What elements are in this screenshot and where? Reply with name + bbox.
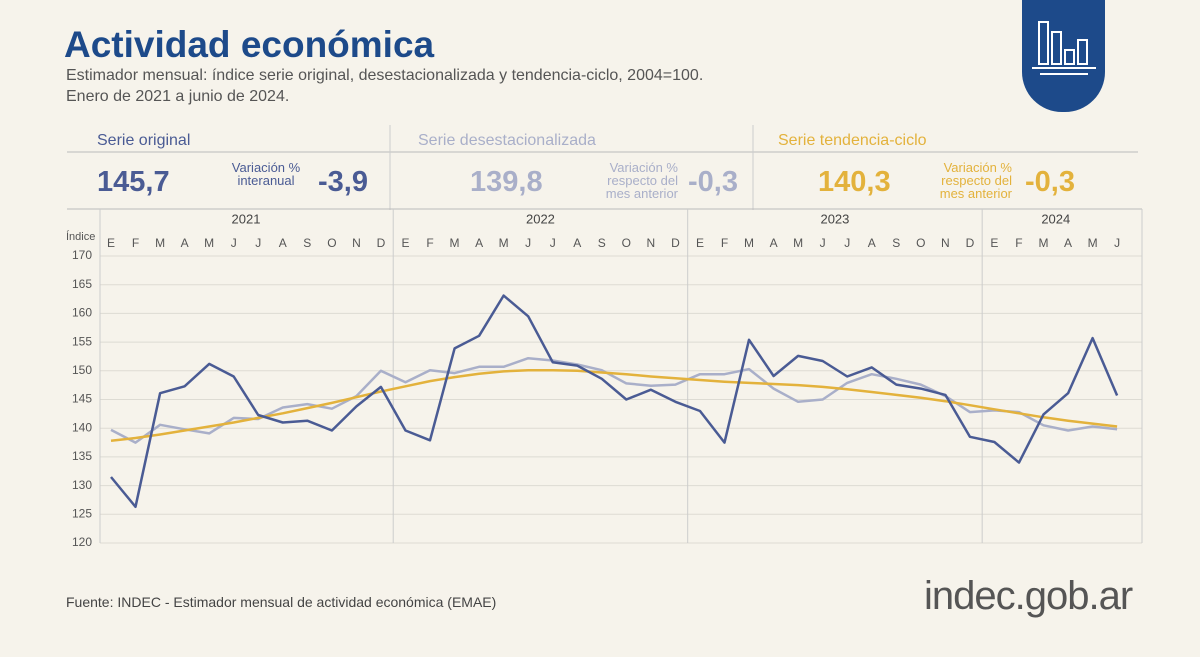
x-tick-label: M <box>744 236 754 250</box>
y-tick-label: 130 <box>72 478 92 492</box>
x-tick-label: E <box>401 236 409 250</box>
x-tick-label: O <box>327 236 336 250</box>
y-tick-label: 165 <box>72 277 92 291</box>
x-tick-label: A <box>770 236 778 250</box>
x-tick-label: J <box>231 236 237 250</box>
x-tick-label: E <box>990 236 998 250</box>
x-tick-label: J <box>820 236 826 250</box>
x-tick-label: O <box>622 236 631 250</box>
y-tick-label: 150 <box>72 363 92 377</box>
x-tick-label: D <box>671 236 680 250</box>
x-tick-label: N <box>352 236 361 250</box>
year-label: 2022 <box>526 211 555 226</box>
summary-name: Serie tendencia-ciclo <box>778 132 927 149</box>
summary-value: 139,8 <box>470 166 543 198</box>
y-axis-label: Índice <box>66 230 95 243</box>
x-tick-label: A <box>279 236 287 250</box>
subtitle: Enero de 2021 a junio de 2024. <box>66 88 290 105</box>
x-tick-label: D <box>377 236 386 250</box>
y-tick-label: 120 <box>72 535 92 549</box>
y-tick-label: 160 <box>72 306 92 320</box>
summary-value: 140,3 <box>818 166 891 198</box>
x-tick-label: J <box>550 236 556 250</box>
x-tick-label: M <box>204 236 214 250</box>
x-tick-label: N <box>647 236 656 250</box>
x-tick-label: J <box>1114 236 1120 250</box>
summary-change: -0,3 <box>1025 166 1075 198</box>
summary-change: -3,9 <box>318 166 368 198</box>
x-tick-label: J <box>255 236 261 250</box>
x-tick-label: F <box>132 236 139 250</box>
x-tick-label: A <box>1064 236 1072 250</box>
x-tick-label: M <box>1088 236 1098 250</box>
y-tick-label: 125 <box>72 506 92 520</box>
title: Actividad económica <box>64 24 435 65</box>
subtitle: Estimador mensual: índice serie original… <box>66 67 704 84</box>
logo-badge <box>1022 0 1105 112</box>
x-tick-label: J <box>525 236 531 250</box>
x-tick-label: S <box>892 236 900 250</box>
x-tick-label: A <box>475 236 483 250</box>
x-tick-label: S <box>598 236 606 250</box>
year-label: 2024 <box>1041 211 1070 226</box>
logo: indec.gob.ar <box>924 574 1133 618</box>
series-line <box>110 356 1118 444</box>
x-tick-label: E <box>696 236 704 250</box>
summary-change: -0,3 <box>688 166 738 198</box>
x-tick-label: N <box>941 236 950 250</box>
year-label: 2023 <box>820 211 849 226</box>
y-tick-label: 145 <box>72 392 92 406</box>
x-tick-label: S <box>303 236 311 250</box>
summary-change-label: Variación % respecto del mes anterior <box>939 160 1012 201</box>
x-tick-label: D <box>966 236 975 250</box>
summary-change-label: Variación % interanual <box>231 160 301 188</box>
source: Fuente: INDEC - Estimador mensual de act… <box>66 594 497 610</box>
series-line <box>110 294 1119 509</box>
year-label: 2021 <box>232 211 261 226</box>
x-tick-label: F <box>426 236 433 250</box>
y-tick-label: 140 <box>72 420 92 434</box>
logo-icon <box>1032 21 1096 75</box>
summary-change-label: Variación % respecto del mes anterior <box>605 160 678 201</box>
y-tick-label: 155 <box>72 334 92 348</box>
x-tick-label: E <box>107 236 115 250</box>
x-tick-label: J <box>844 236 850 250</box>
x-tick-label: F <box>1015 236 1022 250</box>
x-tick-label: M <box>793 236 803 250</box>
x-tick-label: M <box>499 236 509 250</box>
x-tick-label: O <box>916 236 925 250</box>
y-tick-label: 135 <box>72 449 92 463</box>
summary-name: Serie original <box>97 132 191 149</box>
x-tick-label: F <box>721 236 728 250</box>
x-tick-label: M <box>155 236 165 250</box>
y-tick-label: 170 <box>72 248 92 262</box>
x-tick-label: A <box>573 236 581 250</box>
x-tick-label: A <box>181 236 189 250</box>
summary-value: 145,7 <box>97 166 170 198</box>
x-tick-label: A <box>868 236 876 250</box>
x-tick-label: M <box>1039 236 1049 250</box>
summary-name: Serie desestacionalizada <box>418 132 596 149</box>
x-tick-label: M <box>450 236 460 250</box>
